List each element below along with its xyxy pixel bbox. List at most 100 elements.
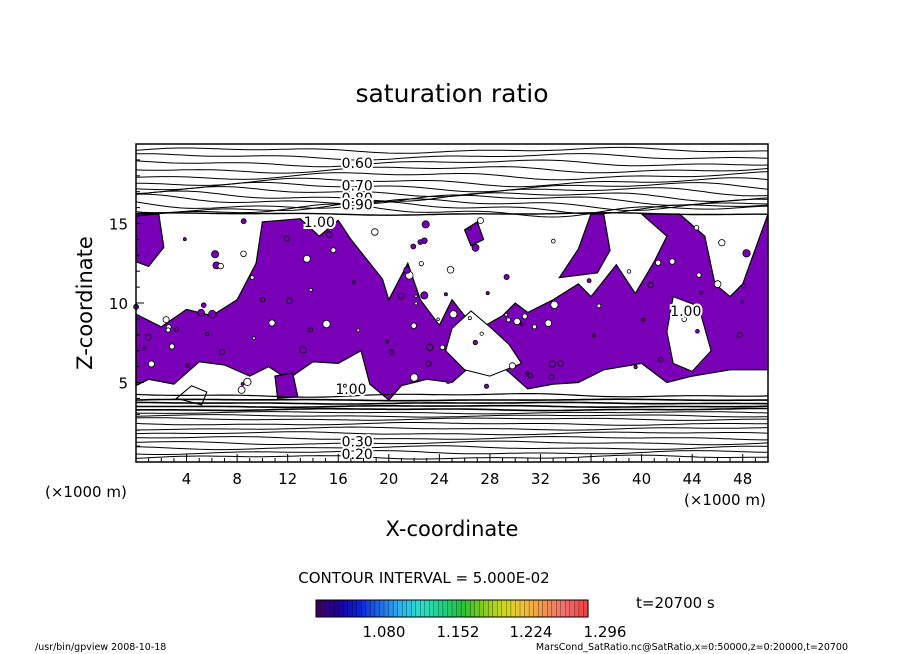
colorbar-cell <box>324 599 331 618</box>
contour-label: 0.90 <box>342 197 373 213</box>
speckle <box>283 235 290 242</box>
colorbar-cell <box>537 599 544 618</box>
speckle <box>414 301 419 306</box>
speckle <box>548 360 556 368</box>
colorbar-tick-label: 1.080 <box>363 623 406 641</box>
colorbar-cell <box>469 599 476 618</box>
colorbar: 1.080 1.152 1.224 1.296 <box>315 599 626 641</box>
speckle <box>503 273 510 280</box>
speckle <box>504 312 509 317</box>
speckle <box>144 333 152 341</box>
speckle <box>342 383 347 388</box>
speckle <box>742 249 751 258</box>
colorbar-cell <box>361 599 367 618</box>
speckle <box>322 319 331 329</box>
x-tick-label: 48 <box>733 470 752 488</box>
contour-label: 0.60 <box>342 156 373 172</box>
contour-line-lower <box>135 417 768 421</box>
speckle <box>299 346 307 354</box>
contour-label: 0.30 <box>342 434 373 450</box>
contour-line-lower <box>135 404 769 409</box>
contour-label: 0.80 <box>342 191 373 207</box>
x-tick-label: 28 <box>480 470 499 488</box>
colorbar-cell <box>451 599 458 618</box>
colorbar-tick-label: 1.152 <box>437 623 480 641</box>
colorbar-cell <box>320 599 326 618</box>
contour-line-upper <box>135 166 769 174</box>
speckle <box>389 349 395 355</box>
colorbar-cell <box>515 599 521 618</box>
colorbar-cell <box>501 599 507 618</box>
speckle <box>449 310 458 319</box>
speckle <box>208 310 217 319</box>
speckle <box>544 319 552 327</box>
colorbar-tick-label: 1.224 <box>510 623 553 641</box>
colorbar-cell <box>374 599 381 618</box>
speckle <box>477 217 484 224</box>
contour-label: 0.20 <box>342 447 373 463</box>
contour-line-lower <box>135 422 768 426</box>
contour-line-1-00-top <box>135 212 769 216</box>
x-tick-label: 8 <box>232 470 242 488</box>
contour-line-lower <box>135 407 768 412</box>
speckle <box>521 313 528 320</box>
speckle <box>586 278 592 284</box>
speckle <box>443 292 448 297</box>
speckle <box>252 336 256 341</box>
contour-line-upper <box>135 181 769 193</box>
colorbar-cell <box>383 599 390 618</box>
supersaturation-fill <box>133 213 769 406</box>
contour-line-lower <box>136 435 768 441</box>
colorbar-cell <box>510 599 517 618</box>
speckle <box>467 226 472 231</box>
colorbar-cell <box>565 599 571 618</box>
speckle <box>483 383 489 389</box>
speckle <box>654 259 662 266</box>
speckle <box>410 322 417 329</box>
speckle <box>439 344 446 351</box>
speckle <box>205 332 210 337</box>
speckle <box>557 360 564 367</box>
x-tick-label: 44 <box>683 470 702 488</box>
speckle <box>240 218 247 225</box>
x-tick-label: 32 <box>531 470 550 488</box>
speckle <box>219 349 225 355</box>
colorbar-cell <box>433 599 439 618</box>
contour-line-lower <box>135 431 769 436</box>
colorbar-cell <box>411 599 417 618</box>
colorbar-cell <box>551 599 557 618</box>
speckle <box>513 317 521 326</box>
contour-line-upper <box>135 153 769 161</box>
speckle <box>669 258 676 265</box>
speckle <box>325 231 333 238</box>
speckle <box>356 328 361 333</box>
contour-line-upper <box>136 193 769 206</box>
speckle <box>185 363 190 368</box>
speckle <box>736 331 743 338</box>
speckle <box>142 346 147 351</box>
speckle <box>352 280 357 285</box>
x-tick-label: 16 <box>329 470 348 488</box>
colorbar-cell <box>524 599 530 618</box>
speckle <box>527 372 534 379</box>
colorbar-cell <box>329 599 335 618</box>
speckle <box>548 374 555 381</box>
colorbar-cell <box>465 599 471 618</box>
colorbar-cell <box>370 599 376 618</box>
speckle <box>147 360 155 368</box>
speckle <box>249 275 255 280</box>
contour-line-lower <box>136 401 769 405</box>
clear-region-center <box>445 310 523 377</box>
contour-line-upper <box>135 203 769 218</box>
speckle <box>165 327 171 333</box>
speckle <box>693 224 700 231</box>
x-tick-label: 12 <box>278 470 297 488</box>
speckle <box>330 247 337 254</box>
speckle <box>425 360 432 367</box>
sat-region-upper <box>558 213 611 279</box>
speckle <box>268 319 276 327</box>
speckle <box>718 239 726 247</box>
colorbar-cell <box>347 599 353 618</box>
